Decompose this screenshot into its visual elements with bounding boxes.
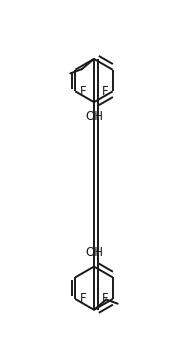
- Text: F: F: [101, 292, 108, 305]
- Text: F: F: [80, 292, 87, 305]
- Text: OH: OH: [85, 110, 103, 123]
- Text: F: F: [80, 85, 87, 98]
- Text: OH: OH: [85, 246, 103, 259]
- Text: F: F: [101, 85, 108, 98]
